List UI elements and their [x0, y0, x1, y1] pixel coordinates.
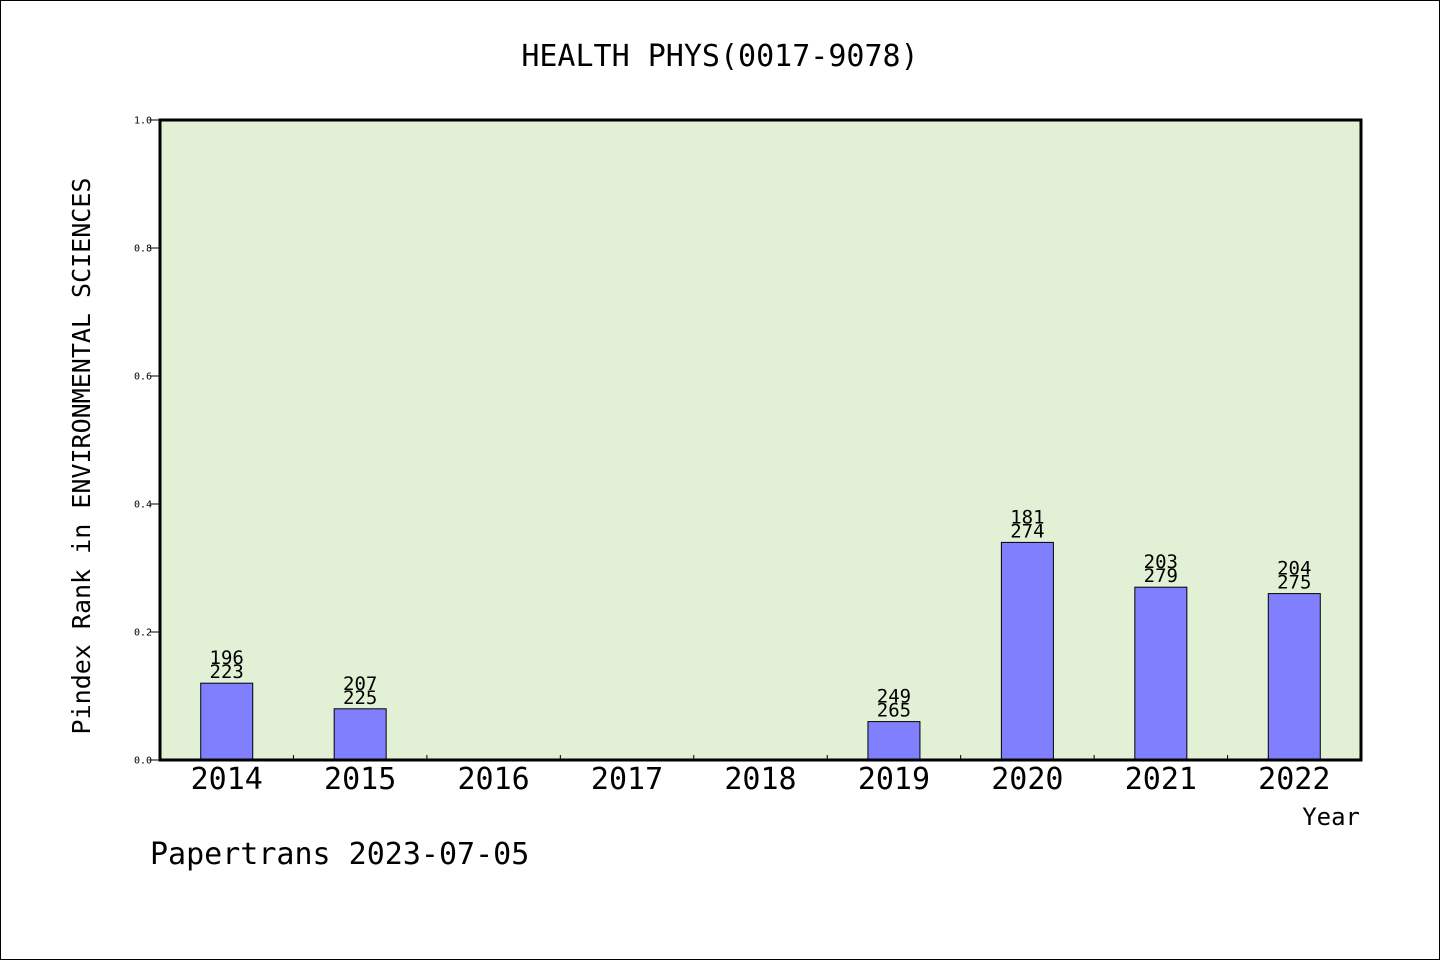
- data-label-total-2020: 274: [1010, 520, 1044, 542]
- y-tick-label: 0.4: [134, 500, 152, 511]
- y-tick-label: 0.0: [134, 756, 152, 767]
- bars-layer: [200, 541, 1321, 761]
- bar-2019: [867, 721, 921, 761]
- data-label-rank-2020: 181: [1010, 506, 1044, 528]
- y-tick-label: 0.6: [134, 372, 152, 383]
- bar-2015: [333, 708, 387, 761]
- y-tick-label: 1.0: [134, 116, 152, 127]
- data-label-total-2015: 225: [343, 687, 377, 709]
- x-tick-label-2016: 2016: [457, 762, 529, 797]
- x-tick-label-2015: 2015: [324, 762, 396, 797]
- bar-2022: [1267, 593, 1321, 761]
- footer-credit: Papertrans 2023-07-05: [150, 837, 529, 872]
- plot-border: [158, 118, 1363, 762]
- x-tick-label-2014: 2014: [191, 762, 263, 797]
- data-label-rank-2015: 207: [343, 673, 377, 695]
- data-label-rank-2021: 203: [1144, 551, 1178, 573]
- y-axis-label: Pindex Rank in ENVIRONMENTAL SCIENCES: [67, 178, 96, 735]
- x-tick-label-2019: 2019: [858, 762, 930, 797]
- x-tick-label-2018: 2018: [724, 762, 796, 797]
- data-label-total-2022: 275: [1277, 572, 1311, 594]
- x-ticks-layer: 2014 2015 2016 2017 2018 2019 2020 2021 2022: [191, 755, 1330, 797]
- data-label-rank-2014: 196: [210, 647, 244, 669]
- data-label-total-2014: 223: [210, 661, 244, 683]
- y-ticks-layer: 0.0 0.2 0.4 0.6 0.8 1.0: [134, 116, 160, 767]
- bar-2020: [1000, 541, 1054, 761]
- y-tick-label: 0.8: [134, 244, 152, 255]
- data-label-total-2019: 265: [877, 700, 911, 722]
- data-label-total-2021: 279: [1144, 565, 1178, 587]
- bar-2014: [200, 682, 254, 761]
- data-label-rank-2022: 204: [1277, 558, 1311, 580]
- x-tick-label-2021: 2021: [1125, 762, 1197, 797]
- x-tick-label-2017: 2017: [591, 762, 663, 797]
- bar-2021: [1134, 586, 1188, 761]
- y-tick-label: 0.2: [134, 628, 152, 639]
- x-tick-label-2022: 2022: [1258, 762, 1330, 797]
- x-tick-label-2020: 2020: [991, 762, 1063, 797]
- chart-title: HEALTH PHYS(0017-9078): [521, 39, 918, 74]
- x-axis-label: Year: [1302, 803, 1360, 831]
- data-label-rank-2019: 249: [877, 686, 911, 708]
